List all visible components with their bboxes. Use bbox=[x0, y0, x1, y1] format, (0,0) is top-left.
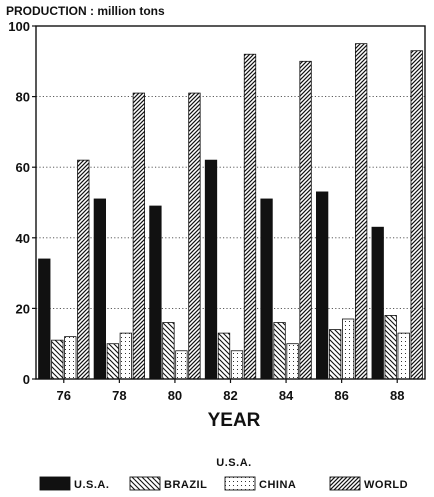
x-axis-title: YEAR bbox=[208, 410, 261, 431]
x-tick-labels: 76 78 80 82 84 86 88 bbox=[57, 388, 405, 403]
bar-brazil-82 bbox=[217, 332, 231, 380]
legend-label-usa: U.S.A. bbox=[74, 479, 109, 491]
bar-world-76 bbox=[77, 159, 90, 380]
axes bbox=[32, 25, 426, 383]
y-axis-label: PRODUCTION : million tons bbox=[6, 4, 165, 18]
bar-china-86 bbox=[341, 318, 355, 380]
bar-brazil-80 bbox=[162, 322, 175, 380]
bar-china-76 bbox=[64, 336, 77, 380]
y-tick-label: 40 bbox=[16, 231, 30, 246]
bar-usa-82 bbox=[204, 159, 218, 380]
bar-world-80 bbox=[188, 92, 201, 380]
x-tick-label: 76 bbox=[57, 388, 71, 403]
bar-brazil-84 bbox=[273, 322, 286, 380]
bar-usa-78 bbox=[93, 198, 107, 380]
bar-world-78 bbox=[132, 92, 146, 380]
legend-label-china: CHINA bbox=[259, 479, 296, 491]
legend-label-world: WORLD bbox=[364, 479, 408, 491]
bar-world-88 bbox=[410, 50, 423, 380]
legend-label-brazil: BRAZIL bbox=[164, 479, 207, 491]
x-tick-label: 78 bbox=[112, 388, 126, 403]
bar-china-82 bbox=[230, 350, 244, 380]
x-tick-label: 86 bbox=[334, 388, 348, 403]
y-tick-label: 60 bbox=[16, 160, 30, 175]
legend: U.S.A. BRAZIL CHINA WORLD bbox=[39, 476, 408, 491]
y-tick-label: 80 bbox=[16, 90, 30, 105]
plot-frame bbox=[35, 25, 426, 380]
bar-brazil-88 bbox=[384, 315, 397, 380]
x-tick-label: 80 bbox=[168, 388, 182, 403]
y-tick-label: 100 bbox=[8, 19, 30, 34]
bar-brazil-78 bbox=[106, 343, 120, 380]
legend-swatch-usa bbox=[39, 476, 71, 491]
legend-swatch-world bbox=[329, 476, 361, 491]
bar-china-80 bbox=[175, 350, 188, 380]
bar-china-84 bbox=[286, 343, 299, 380]
y-tick-label: 20 bbox=[16, 301, 30, 316]
bar-world-82 bbox=[243, 53, 257, 380]
bar-world-84 bbox=[299, 60, 312, 380]
legend-swatch-brazil bbox=[129, 476, 161, 491]
x-tick-label: 84 bbox=[279, 388, 294, 403]
bar-world-86 bbox=[354, 43, 368, 380]
y-tick-label: 0 bbox=[23, 372, 30, 387]
legend-title: U.S.A. bbox=[216, 457, 251, 469]
y-tick-labels: 0 20 40 60 80 100 bbox=[8, 19, 30, 387]
x-tick-label: 82 bbox=[223, 388, 237, 403]
bar-china-88 bbox=[397, 332, 410, 380]
bars bbox=[38, 43, 423, 380]
bar-usa-76 bbox=[38, 258, 51, 380]
x-tick-label: 88 bbox=[390, 388, 404, 403]
bar-usa-84 bbox=[260, 198, 273, 380]
bar-china-78 bbox=[119, 332, 133, 380]
bar-brazil-86 bbox=[328, 329, 342, 380]
bar-usa-86 bbox=[315, 191, 329, 380]
legend-swatch-china bbox=[224, 476, 256, 491]
bar-usa-80 bbox=[149, 205, 162, 380]
bar-brazil-76 bbox=[51, 339, 64, 380]
bar-usa-88 bbox=[371, 226, 384, 380]
